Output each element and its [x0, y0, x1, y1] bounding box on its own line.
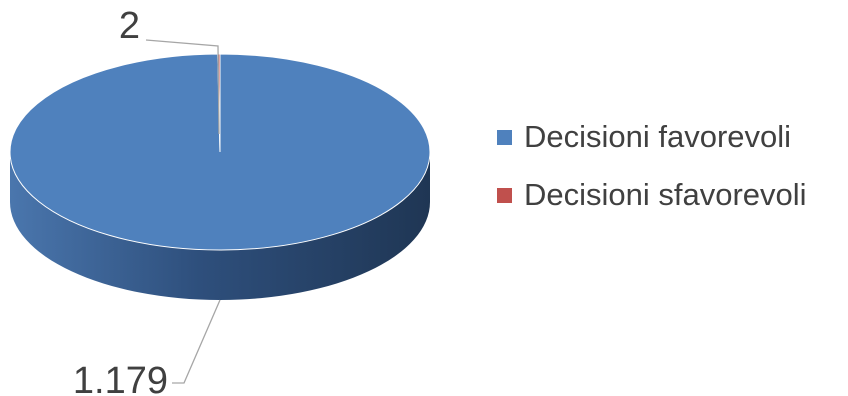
chart-legend: Decisioni favorevoli Decisioni sfavorevo…: [497, 108, 807, 224]
data-labels: 1.179 2: [73, 5, 168, 396]
legend-item-favorevoli: Decisioni favorevoli: [497, 108, 807, 166]
leader-line-sfavorevoli: [145, 39, 220, 135]
pie-top-surface: [9, 53, 431, 251]
legend-swatch-sfavorevoli: [497, 187, 512, 203]
leader-line-favorevoli: [172, 299, 221, 384]
legend-swatch-favorevoli: [497, 129, 512, 145]
pie-side-face: [10, 152, 430, 300]
data-label-favorevoli: 1.179: [73, 360, 168, 396]
legend-item-sfavorevoli: Decisioni sfavorevoli: [497, 166, 807, 224]
legend-label-sfavorevoli: Decisioni sfavorevoli: [524, 177, 807, 212]
data-label-sfavorevoli: 2: [119, 5, 140, 47]
leader-lines: [145, 39, 221, 384]
legend-label-favorevoli: Decisioni favorevoli: [524, 119, 792, 154]
pie-side-wall: [10, 152, 430, 300]
